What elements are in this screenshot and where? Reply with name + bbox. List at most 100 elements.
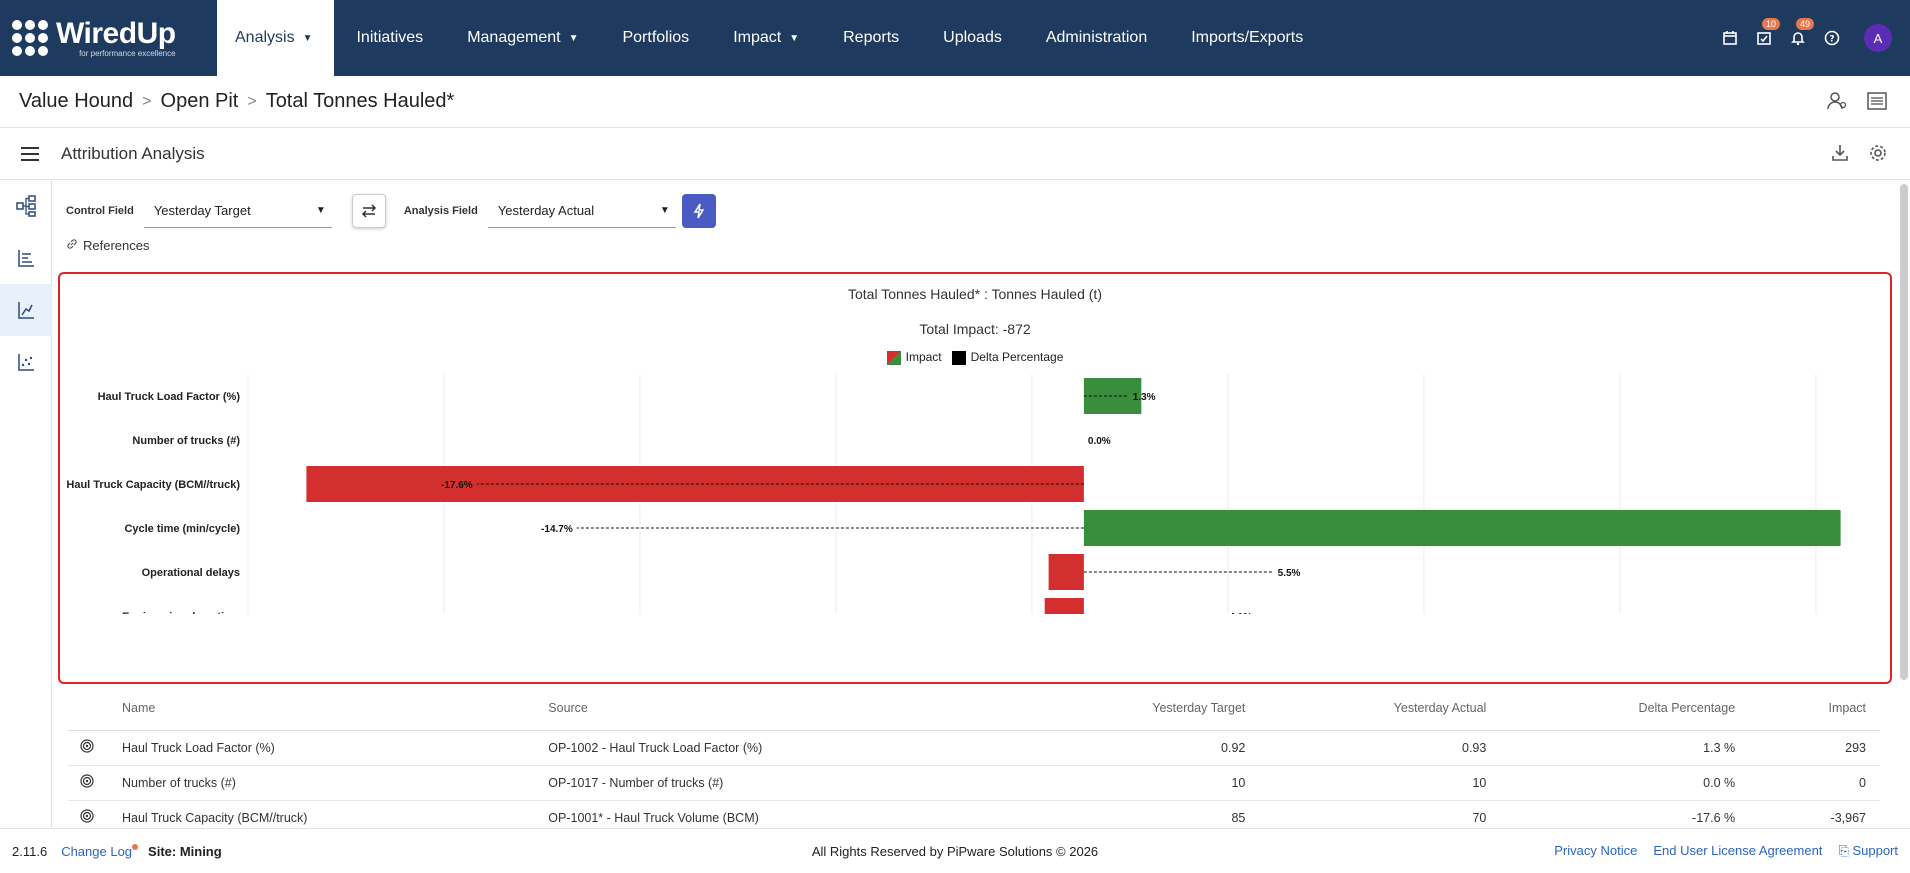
impact-bar (1048, 554, 1084, 590)
breadcrumb-separator-icon: > (247, 92, 257, 110)
support-link[interactable]: ⎘ Support (1838, 843, 1898, 858)
footer: 2.11.6 Change Log Site: Mining All Right… (0, 828, 1910, 873)
version: 2.11.6 (12, 843, 48, 859)
table-row[interactable]: Haul Truck Load Factor (%) OP-1002 - Hau… (68, 730, 1880, 766)
col-header-source[interactable]: Source (534, 686, 1018, 731)
nav-administration[interactable]: Administration (1045, 29, 1148, 46)
logo-icon (12, 20, 48, 56)
legend-delta-percentage[interactable]: Delta Percentage (951, 350, 1063, 365)
brand-tagline: for performance excellence (79, 48, 176, 58)
logo[interactable]: WiredUp for performance excellence (0, 0, 215, 76)
notifications-badge: 49 (1796, 18, 1815, 30)
category-label: Number of trucks (#) (132, 435, 240, 447)
target-icon[interactable] (68, 765, 108, 801)
delta-label: 0.0% (1088, 436, 1111, 447)
bell-icon[interactable]: 49 (1788, 18, 1815, 48)
impact-bar (1083, 510, 1841, 546)
user-settings-icon[interactable] (1826, 90, 1848, 118)
privacy-notice-link[interactable]: Privacy Notice (1554, 843, 1638, 858)
delta-label: 4.1% (1229, 612, 1252, 614)
list-view-icon[interactable] (1866, 90, 1888, 118)
chart-legend: Impact Delta Percentage (60, 350, 1890, 365)
control-field-label: Control Field (66, 205, 134, 217)
nav-impact[interactable]: Impact ▼ (733, 29, 800, 46)
legend-impact[interactable]: Impact (886, 350, 942, 365)
chevron-down-icon: ▼ (302, 32, 313, 44)
nav-uploads[interactable]: Uploads (943, 29, 1002, 46)
eula-link[interactable]: End User License Agreement (1653, 843, 1823, 858)
change-log-link[interactable]: Change Log (61, 843, 139, 859)
main-content: Control Field Yesterday Target ▼ Analysi… (52, 180, 1910, 828)
brand-name: WiredUp (56, 16, 176, 50)
svg-text:?: ? (1829, 35, 1834, 45)
left-sidebar (0, 180, 52, 828)
page-title: Attribution Analysis (61, 143, 205, 163)
download-icon[interactable] (1830, 143, 1850, 168)
impact-bar (1083, 378, 1142, 414)
breadcrumb: Value Hound > Open Pit > Total Tonnes Ha… (0, 76, 1910, 128)
delta-label: -14.7% (541, 524, 573, 535)
control-field-select[interactable]: Yesterday Target ▼ (143, 194, 332, 228)
delta-label: -17.6% (441, 480, 473, 491)
delta-label: 1.3% (1133, 392, 1156, 403)
breadcrumb-item: Total Tonnes Hauled* (265, 90, 455, 112)
chart-plot: -4,265.05-3,265.05-2,265.05-1,265.05-265… (66, 374, 1841, 614)
category-label: Haul Truck Load Factor (%) (98, 391, 241, 403)
analysis-field-select[interactable]: Yesterday Actual ▼ (487, 194, 676, 228)
scatter-chart-icon[interactable] (0, 336, 52, 388)
help-icon[interactable]: ? (1822, 28, 1842, 48)
chart-title: Total Tonnes Hauled* : Tonnes Hauled (t) (848, 286, 1102, 302)
gear-icon[interactable] (1868, 143, 1888, 168)
attribution-chart-icon[interactable] (0, 284, 52, 336)
target-icon[interactable] (68, 730, 108, 766)
tasks-icon[interactable]: 10 (1754, 18, 1781, 48)
avatar[interactable]: A (1864, 24, 1892, 52)
col-header-target[interactable]: Yesterday Target (1017, 686, 1260, 731)
analysis-field-label: Analysis Field (403, 205, 478, 217)
delta-label: 5.5% (1278, 568, 1301, 579)
swap-fields-button[interactable] (351, 194, 386, 228)
swap-icon (361, 204, 376, 218)
nav-analysis[interactable]: Analysis ▼ (217, 0, 335, 76)
lightning-icon (693, 203, 705, 219)
references-link[interactable]: References (66, 238, 149, 253)
col-header-name[interactable]: Name (108, 686, 535, 731)
breadcrumb-item[interactable]: Value Hound (19, 90, 134, 112)
col-header-impact[interactable]: Impact (1749, 686, 1880, 731)
category-label: Haul Truck Capacity (BCM//truck) (66, 479, 240, 491)
support-icon: ⎘ (1838, 843, 1853, 858)
nav-management[interactable]: Management ▼ (467, 29, 579, 46)
chart-total-impact: Total Impact: -872 (919, 321, 1031, 337)
caret-down-icon: ▼ (315, 205, 326, 216)
attribution-chart: Total Tonnes Hauled* : Tonnes Hauled (t)… (58, 272, 1892, 684)
scrollbar[interactable] (1900, 184, 1908, 680)
nav-portfolios[interactable]: Portfolios (622, 29, 690, 46)
chevron-down-icon: ▼ (568, 32, 579, 44)
site-label: Site: Mining (148, 843, 222, 859)
col-header-actual[interactable]: Yesterday Actual (1259, 686, 1501, 731)
page-header: Attribution Analysis (0, 128, 1910, 180)
link-icon (66, 238, 78, 253)
nav-reports[interactable]: Reports (843, 29, 900, 46)
nav-imports-exports[interactable]: Imports/Exports (1191, 29, 1304, 46)
calendar-icon[interactable] (1720, 28, 1740, 48)
breadcrumb-separator-icon: > (142, 92, 152, 110)
top-navbar: WiredUp for performance excellence Analy… (0, 0, 1910, 76)
chevron-down-icon: ▼ (789, 32, 800, 44)
hierarchy-icon[interactable] (0, 180, 52, 232)
category-label: Cycle time (min/cycle) (124, 523, 240, 535)
table-row[interactable]: Number of trucks (#) OP-1017 - Number of… (68, 765, 1880, 801)
run-analysis-button[interactable] (681, 194, 716, 228)
impact-bar (306, 466, 1084, 502)
table-row[interactable]: Haul Truck Capacity (BCM//truck) OP-1001… (68, 800, 1880, 828)
category-label: Operational delays (142, 567, 240, 579)
target-icon[interactable] (68, 800, 108, 828)
bar-chart-icon[interactable] (0, 232, 52, 284)
caret-down-icon: ▼ (659, 205, 670, 216)
col-header-delta[interactable]: Delta Percentage (1500, 686, 1750, 731)
nav-initiatives[interactable]: Initiatives (356, 29, 424, 46)
attribution-table: Name Source Yesterday Target Yesterday A… (68, 686, 1880, 828)
impact-bar (1044, 598, 1084, 614)
menu-icon[interactable] (0, 146, 60, 161)
breadcrumb-item[interactable]: Open Pit (160, 90, 239, 112)
